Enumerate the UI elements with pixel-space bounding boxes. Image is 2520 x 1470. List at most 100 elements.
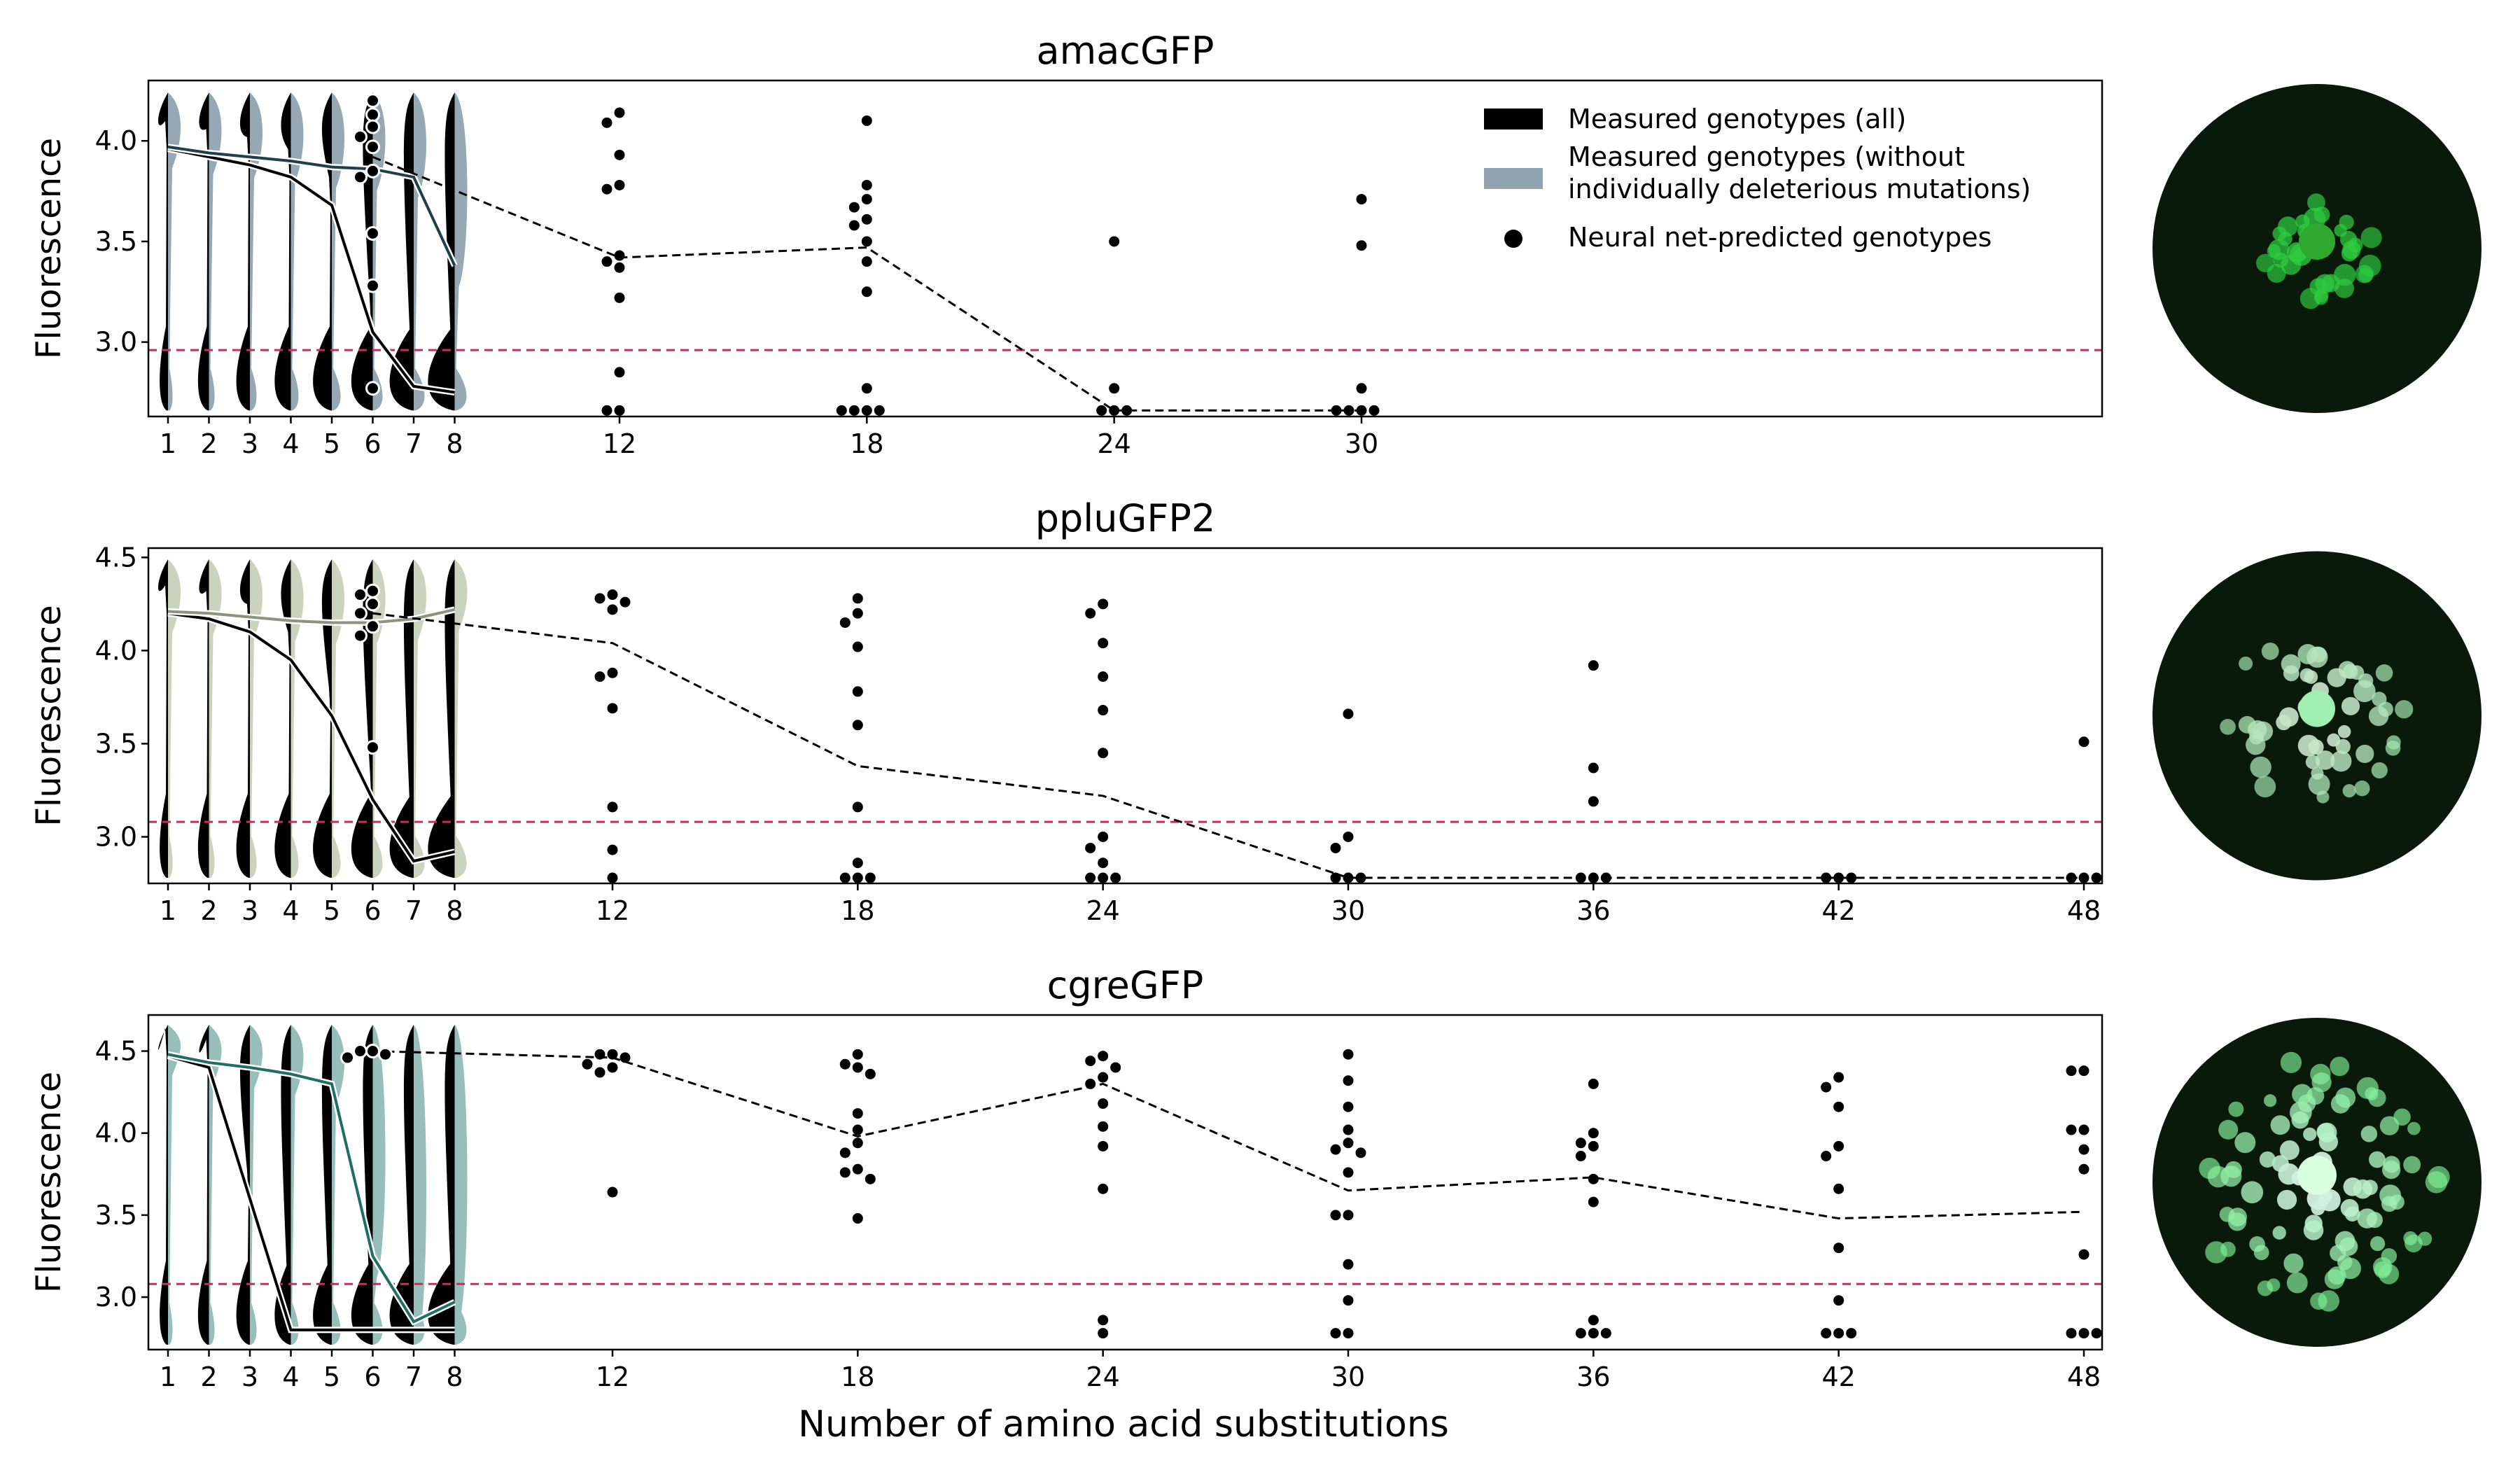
predicted-point (1600, 1328, 1611, 1339)
mean-line-predicted (372, 155, 1362, 412)
predicted-point (1098, 1121, 1109, 1132)
x-tick-label: 1 (160, 428, 176, 459)
colony-spot (2360, 227, 2382, 248)
colony-spot (2300, 288, 2321, 309)
predicted-point (614, 149, 625, 160)
predicted-point (607, 1186, 618, 1198)
colony-spot (2234, 1132, 2256, 1154)
predicted-point (1098, 872, 1109, 883)
predicted-point (594, 671, 606, 682)
predicted-point (1575, 872, 1586, 883)
x-tick-label: 2 (200, 428, 217, 459)
predicted-point (1588, 1328, 1599, 1339)
violin-all-7 (389, 92, 414, 411)
violin-all-7 (389, 1025, 414, 1345)
predicted-point (2078, 1065, 2090, 1077)
violin-all-4 (274, 92, 291, 411)
predicted-point (353, 169, 368, 185)
x-tick-label: 5 (323, 1362, 340, 1392)
y-tick-label: 3.0 (95, 327, 137, 358)
predicted-point (852, 641, 863, 652)
colony-spot (2310, 1292, 2328, 1310)
x-tick-label: 24 (1097, 428, 1130, 459)
mean-line-filtered (167, 1053, 456, 1324)
predicted-point (1588, 762, 1599, 774)
colony-spot (2276, 714, 2292, 731)
violin-filtered-3 (250, 1025, 263, 1345)
predicted-point (614, 250, 625, 261)
predicted-point (1110, 872, 1121, 883)
predicted-point (353, 606, 368, 621)
colony-spot (2371, 762, 2388, 779)
colony-spot (2259, 1151, 2276, 1168)
colony-spot (2379, 1116, 2400, 1135)
predicted-point (365, 278, 380, 293)
colony-spot (2353, 1179, 2373, 1199)
predicted-point (1575, 1151, 1586, 1162)
colony-spot (2334, 279, 2354, 298)
mean-line-filtered (167, 608, 455, 624)
predicted-point (1588, 1315, 1599, 1326)
mean-line-predicted (372, 612, 2084, 879)
predicted-point (836, 405, 847, 416)
predicted-point (1833, 1140, 1844, 1152)
violin-all-1 (158, 1025, 168, 1345)
colony-image (2152, 84, 2482, 413)
predicted-point (1355, 872, 1366, 883)
predicted-point (1575, 1138, 1586, 1149)
violin-filtered-1 (168, 1025, 181, 1345)
predicted-point (601, 117, 612, 128)
x-tick-label: 7 (405, 428, 422, 459)
predicted-point (2066, 872, 2077, 883)
violin-all-8 (428, 1025, 455, 1345)
predicted-point (594, 1067, 606, 1078)
predicted-point (614, 179, 625, 190)
predicted-point (1098, 598, 1109, 610)
predicted-point (1331, 405, 1342, 416)
predicted-point (1821, 1328, 1832, 1339)
predicted-point (864, 872, 876, 883)
x-tick-label: 48 (2067, 895, 2101, 926)
x-tick-label: 1 (160, 895, 176, 926)
predicted-point (1109, 383, 1120, 394)
violin-all-4 (274, 1025, 291, 1345)
predicted-point (365, 619, 380, 634)
colony-spot (2311, 766, 2324, 780)
predicted-point (365, 163, 380, 178)
violin-filtered-2 (209, 1025, 222, 1345)
predicted-point (2066, 1124, 2077, 1135)
predicted-point (1588, 872, 1599, 883)
predicted-point (852, 1062, 863, 1073)
predicted-point (1330, 1328, 1341, 1339)
colony-spot (2366, 1212, 2383, 1228)
predicted-point (2078, 1144, 2090, 1155)
predicted-point (2078, 1249, 2090, 1260)
predicted-point (852, 802, 863, 813)
colony-spot (2342, 241, 2361, 260)
x-tick-label: 6 (364, 1362, 381, 1392)
predicted-point (1833, 1295, 1844, 1306)
x-tick-label: 6 (364, 895, 381, 926)
violin-filtered-7 (414, 559, 427, 878)
violin-all-8 (428, 92, 455, 411)
violin-all-6 (351, 559, 373, 878)
colony-spot (2267, 1278, 2281, 1292)
violin-all-3 (236, 92, 250, 411)
predicted-point (1098, 831, 1109, 842)
colony-spot (2255, 253, 2275, 272)
predicted-point (582, 1058, 593, 1070)
predicted-point (607, 667, 618, 678)
x-tick-label: 18 (841, 895, 874, 926)
predicted-point (1343, 1049, 1354, 1060)
predicted-point (1343, 1167, 1354, 1178)
panel-title: amacGFP (1037, 29, 1214, 73)
predicted-point (1343, 1295, 1354, 1306)
predicted-point (1330, 1210, 1341, 1221)
colony-spot (2278, 216, 2298, 237)
predicted-point (365, 139, 380, 155)
predicted-point (607, 1049, 618, 1060)
predicted-point (852, 686, 863, 697)
predicted-point (353, 587, 368, 603)
colony-spot (2372, 1257, 2393, 1277)
